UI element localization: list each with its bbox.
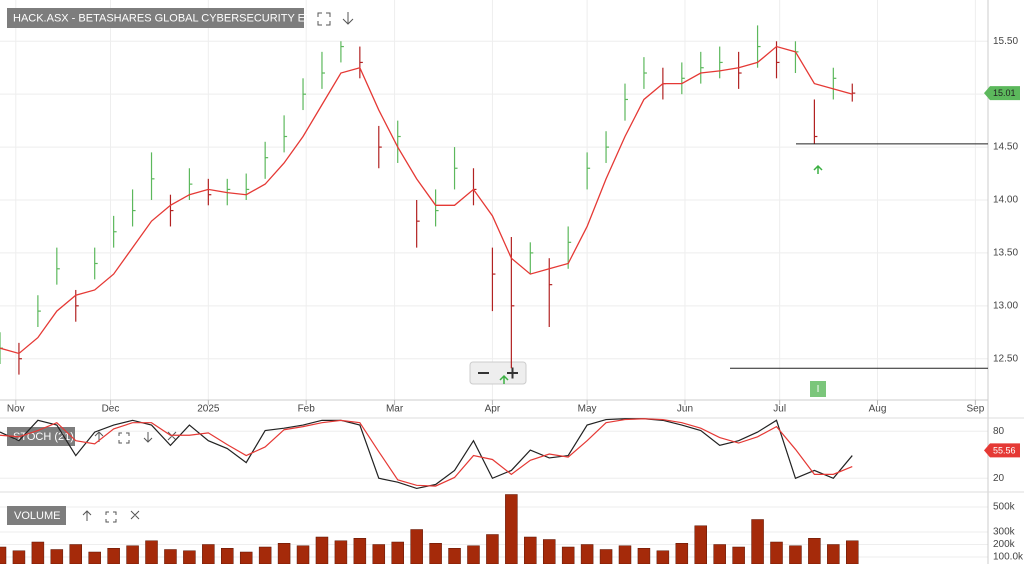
volume-bar	[656, 550, 670, 564]
last-value-tag	[984, 443, 1020, 458]
volume-bar	[827, 544, 840, 564]
x-tick-label: Apr	[485, 404, 501, 415]
volume-bar	[732, 546, 745, 564]
signal-arrows	[499, 164, 823, 384]
zoom-control[interactable]	[469, 361, 527, 385]
x-tick-label: Sep	[966, 404, 984, 415]
volume-bar	[410, 529, 423, 564]
volume-bar	[789, 545, 802, 564]
y-tick-label: 500k	[993, 502, 1016, 513]
volume-bar	[0, 546, 7, 564]
x-tick-label: Mar	[386, 404, 404, 415]
volume-bar	[429, 543, 442, 564]
x-tick-label: Dec	[102, 404, 120, 415]
volume-bar	[145, 540, 158, 564]
volume-bar	[599, 549, 613, 564]
stoch-line	[0, 418, 853, 487]
x-tick-label: Jul	[773, 404, 786, 415]
last-price-tag	[984, 86, 1020, 101]
x-tick-label: Aug	[869, 404, 887, 415]
volume-bar	[618, 545, 632, 564]
volume-bar	[315, 536, 329, 564]
volume-bar	[50, 549, 64, 564]
volume-bar	[486, 534, 499, 564]
volume-bar	[448, 548, 461, 564]
title-box	[7, 8, 304, 28]
volume-bar	[542, 539, 556, 564]
last-value-label: 55.56	[993, 445, 1016, 455]
moving-average	[0, 45, 853, 355]
volume-bar	[524, 536, 537, 564]
grid	[0, 0, 988, 558]
volume-bar	[505, 494, 518, 564]
volume-bar	[221, 548, 234, 564]
volume-bar	[353, 538, 367, 564]
volume-bar	[31, 541, 45, 564]
volume-bar	[164, 549, 177, 564]
y-tick-label: 13.50	[993, 248, 1018, 259]
y-tick-label: 100.0k	[993, 552, 1024, 563]
volume-bar	[69, 544, 83, 564]
stoch-icons[interactable]	[94, 431, 177, 444]
x-tick-label: May	[578, 404, 597, 415]
y-tick-label: 14.50	[993, 142, 1018, 153]
y-tick-label: 300k	[993, 527, 1016, 538]
volume-bar	[239, 551, 253, 564]
y-tick-label: 80	[993, 426, 1005, 437]
last-price-label: 15.01	[993, 88, 1016, 98]
volume-bar	[637, 548, 651, 564]
volume-bar	[467, 545, 480, 564]
y-tick-label: 12.50	[993, 353, 1018, 364]
volume-bar	[183, 550, 196, 564]
x-tick-label: Jun	[677, 404, 693, 415]
x-tick-label: Feb	[298, 404, 316, 415]
volume-bar	[391, 541, 404, 564]
volume-bar	[88, 551, 101, 564]
x-tick-label: 2025	[197, 404, 220, 415]
expand-icon[interactable]	[317, 12, 331, 26]
volume-bar	[561, 546, 575, 564]
volume-bar	[770, 541, 783, 564]
volume-bar	[202, 544, 215, 564]
volume-title-box	[7, 506, 66, 525]
x-tick-label: Nov	[7, 404, 25, 415]
volume-bar	[334, 540, 348, 564]
volume-icons[interactable]	[82, 510, 140, 523]
y-tick-label: 200k	[993, 539, 1016, 550]
annotation: I	[817, 384, 820, 395]
volume-bar	[12, 550, 26, 564]
volume-bar	[846, 540, 859, 564]
volume-bar	[277, 543, 291, 564]
volume-bar	[713, 544, 726, 564]
volume-bar	[580, 544, 594, 564]
volume-bar	[107, 548, 120, 564]
volume-bar	[372, 544, 386, 564]
y-tick-label: 14.00	[993, 195, 1018, 206]
chart-title: HACK.ASX - BETASHARES GLOBAL CYBERSECURI…	[13, 12, 319, 24]
volume-bar	[751, 519, 764, 564]
volume-bar	[296, 545, 310, 564]
volume-bar	[694, 525, 708, 564]
volume-bar	[258, 546, 272, 564]
stoch-title-box	[7, 427, 75, 446]
volume-bar	[675, 543, 689, 564]
y-tick-label: 20	[993, 473, 1005, 484]
volume-title: VOLUME	[14, 510, 60, 522]
download-icon[interactable]	[342, 12, 354, 25]
volume-bar	[808, 538, 821, 564]
y-tick-label: 13.00	[993, 300, 1018, 311]
annotation-box	[810, 381, 826, 397]
volume-bar	[126, 545, 139, 564]
y-tick-label: 15.50	[993, 36, 1018, 47]
